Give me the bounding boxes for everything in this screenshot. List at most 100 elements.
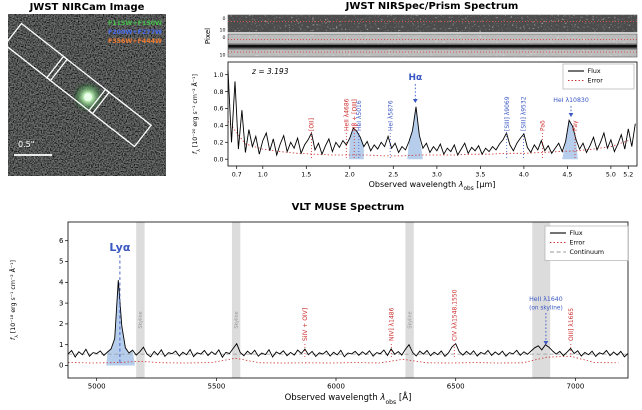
y-tick-label: 1.0: [213, 72, 223, 79]
x-tick-label: 5000: [88, 383, 106, 391]
2d-strip-1-noise: [228, 15, 637, 32]
pixel-tick-label: 10: [220, 28, 226, 34]
x-tick-label: 1.5: [301, 172, 311, 179]
line-label: Hβ + [OIII]: [351, 99, 358, 131]
line-label-2: (on skyline): [529, 306, 563, 312]
line-label: Lyα: [109, 241, 130, 254]
nircam-title: JWST NIRCam Image: [29, 2, 145, 13]
x-tick-label: 7000: [566, 383, 584, 391]
y-tick-label: 0: [59, 362, 63, 370]
x-tick-label: 5500: [207, 383, 225, 391]
x-tick-label: 4.0: [519, 172, 529, 179]
skyline-band: [136, 222, 145, 378]
filter-label-f356w-f444w: F356W+F444W: [108, 38, 162, 45]
flux-line: [227, 70, 636, 157]
source-blob-core: [84, 93, 92, 101]
x-tick-label: 6500: [447, 383, 465, 391]
skyline-band: [231, 222, 241, 378]
arrow-head: [543, 341, 549, 345]
legend-label: Continuum: [570, 249, 605, 256]
shaded-line-region: [106, 280, 135, 366]
legend-label: Error: [570, 240, 586, 247]
x-tick-label: 5.0: [606, 172, 616, 179]
y-tick-label: 6: [59, 237, 64, 245]
x-tick-label: 5.2: [623, 172, 633, 179]
line-label: Paδ: [540, 120, 547, 131]
x-tick-label: 6000: [327, 383, 345, 391]
line-label: CIV λλ1548,1550: [451, 289, 458, 341]
legend-box: [544, 225, 629, 261]
line-label: OIII] λ1665: [568, 308, 575, 341]
filter-label-f115w-f150w: F115W+F150W: [108, 20, 162, 27]
line-label: [SIII] λ9069: [504, 96, 511, 131]
legend-label: Error: [588, 78, 604, 85]
x-tick-label: 3.5: [475, 172, 485, 179]
legend-box: [562, 63, 635, 90]
x-axis-label: Observed wavelength λobs [Å]: [285, 391, 412, 406]
x-tick-label: 3.0: [432, 172, 442, 179]
msa-slit-rectangle: [45, 55, 111, 115]
x-axis-label: Observed wavelength λobs [μm]: [369, 180, 496, 192]
arrow-head: [568, 113, 574, 117]
legend-label: Flux: [588, 68, 601, 75]
plot-spines: [227, 61, 638, 167]
line-label: Paγ: [572, 120, 579, 131]
y-tick-label: 0.2: [213, 140, 223, 147]
line-label: NIV] λ1486: [388, 307, 395, 341]
shaded-line-region: [407, 106, 423, 160]
shaded-line-region: [562, 120, 578, 160]
y-tick-label: 0.4: [213, 123, 223, 130]
x-tick-label: 1.0: [258, 172, 268, 179]
scale-bar-label: 0.5": [18, 140, 34, 149]
redshift-label: z = 3.193: [251, 67, 289, 76]
nirspec-title: JWST NIRSpec/Prism Spectrum: [345, 1, 519, 12]
y-tick-label: 0.6: [213, 106, 223, 113]
line-label: HeI λ5876: [387, 100, 394, 131]
x-tick-label: 2.5: [388, 172, 398, 179]
y-axis-label: fλ [10⁻²⁰ erg s⁻¹ cm⁻² Å⁻¹]: [190, 74, 202, 154]
y-tick-label: 4: [59, 279, 64, 287]
filter-label-f200w-f277w: F200W+F277W: [108, 29, 162, 36]
x-tick-label: 2.0: [345, 172, 355, 179]
plot-spines: [67, 221, 629, 379]
y-tick-label: 3: [59, 299, 63, 307]
line-label: [OII]: [309, 118, 316, 131]
line-label: SiIV + OIV]: [302, 308, 309, 341]
muse-1d-plot: Skyline Skyline Skyline Lyα SiIV + OIV] NIV] …: [8, 221, 629, 406]
muse-panel: VLT MUSE Spectrum Skyline Skyline Skyline L…: [8, 202, 629, 406]
skyline-band: [405, 222, 414, 378]
muse-title: VLT MUSE Spectrum: [292, 202, 405, 213]
y-axis-label: fλ [10⁻¹⁸ erg s⁻¹ cm⁻² Å⁻¹]: [8, 260, 20, 340]
line-label: HeII λ1640: [529, 296, 563, 303]
line-label: HeI λ5016: [356, 100, 363, 131]
msa-slit-rectangle: [8, 22, 69, 82]
legend-label: Flux: [570, 230, 583, 237]
pixel-axis-label: Pixel: [204, 28, 212, 44]
y-tick-label: 0.0: [213, 156, 223, 163]
2d-strip-1-border: [227, 14, 638, 33]
arrow-head: [412, 99, 418, 103]
y-tick-label: 1: [59, 341, 63, 349]
pixel-tick-label: 0: [223, 16, 226, 22]
nircam-overlays: [8, 22, 153, 148]
2d-trace: [228, 45, 637, 48]
nircam-panel: JWST NIRCam Image F115W+F150W F200W+F277…: [8, 2, 166, 176]
skyline-label: Skyline: [234, 311, 240, 328]
x-tick-label: 0.7: [232, 172, 242, 179]
pixel-tick-label: 0: [223, 35, 226, 41]
skyline-label: Skyline: [138, 311, 144, 328]
error-line: [67, 355, 619, 364]
skyline-label: Skyline: [407, 311, 413, 328]
nirspec-panel: JWST NIRSpec/Prism Spectrum Pixel 010010…: [190, 1, 638, 192]
x-tick-label: 4.5: [562, 172, 572, 179]
pixel-tick-label: 10: [220, 53, 226, 59]
line-label: HeI λ10830: [553, 97, 589, 104]
y-tick-label: 2: [59, 320, 63, 328]
y-tick-label: 5: [59, 258, 63, 266]
y-tick-label: 0.8: [213, 89, 223, 96]
line-label: [SIII] λ9532: [521, 96, 528, 131]
line-label: Hα: [408, 73, 422, 83]
shaded-line-region: [349, 128, 364, 160]
